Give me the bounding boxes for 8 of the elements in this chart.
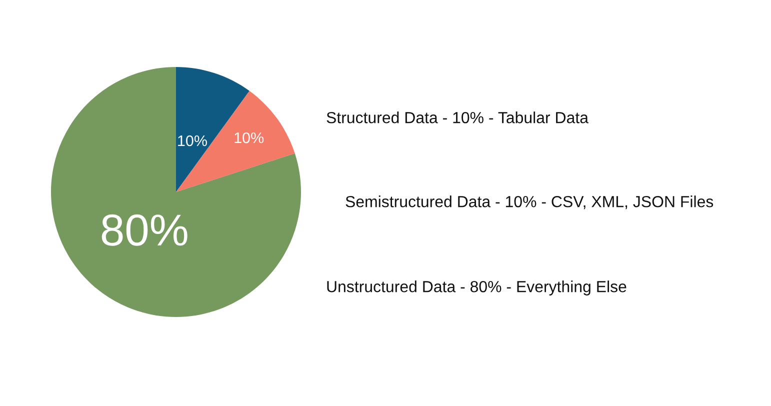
text: Unstructured Data - 80% - Everything Else	[327, 280, 626, 296]
pie-slice	[51, 67, 301, 317]
data-label: 80%	[102, 214, 188, 246]
text: Structured Data - 10% - Tabular Data	[326, 112, 588, 124]
text: Semistructured Data - 10% - CSV, XML, JSON Files	[346, 196, 714, 210]
data-label: 10%	[234, 132, 264, 144]
data-label: 10%	[178, 135, 207, 146]
pie-slice	[176, 90, 295, 192]
